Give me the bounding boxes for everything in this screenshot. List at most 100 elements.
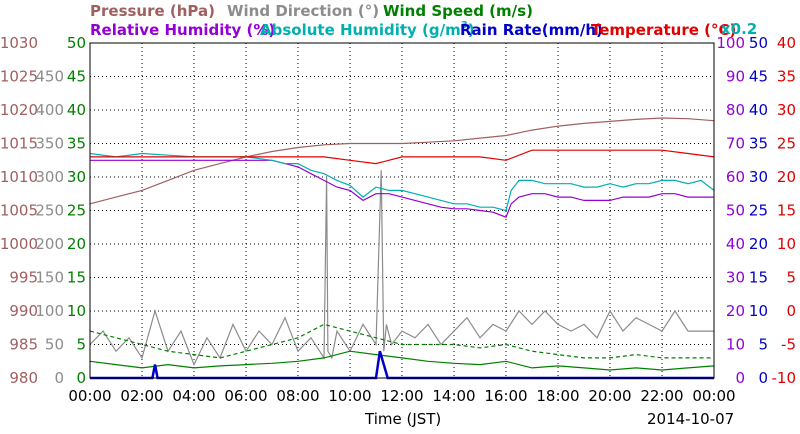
relative-humidity-tick-label: 90 <box>726 68 745 86</box>
relative-humidity-tick-label: 80 <box>726 101 745 119</box>
relative-humidity-tick-label: 50 <box>726 202 745 220</box>
wind-direction-tick-label: 300 <box>35 168 64 186</box>
wind-direction-tick-label: 400 <box>35 101 64 119</box>
wind-direction-tick-label: 250 <box>35 202 64 220</box>
relative-humidity-tick-label: 40 <box>726 235 745 253</box>
rain-rate-tick-label: 0 <box>758 369 768 387</box>
x-tick-labels: 00:00 02:00 04:00 06:00 08:00 10:00 12:00 14:00… <box>68 387 735 405</box>
rain-rate-tick-label: 10 <box>749 302 768 320</box>
legend-absolute-humidity-label: Absolute Humidity (g/m <box>260 21 461 39</box>
temperature-tick-label: -5 <box>781 336 796 354</box>
legend-absolute-humidity-tail: ) <box>468 21 475 39</box>
legend-absolute-humidity-sup: 3 <box>461 20 468 31</box>
legend-absolute-humidity: Absolute Humidity (g/m3) <box>260 20 475 39</box>
x-tick-label: 10:00 <box>328 387 371 405</box>
wind-speed-tick-label: 25 <box>67 202 86 220</box>
wind-direction-tick-label: 100 <box>35 302 64 320</box>
x-tick-label: 14:00 <box>432 387 475 405</box>
x-tick-label: 00:00 <box>68 387 111 405</box>
chart-date: 2014-10-07 <box>647 410 734 428</box>
temperature-tick-label: 15 <box>777 202 796 220</box>
relative-humidity-tick-label: 30 <box>726 269 745 287</box>
temperature-tick-label: 5 <box>786 269 796 287</box>
pressure-tick-label: 980 <box>9 369 38 387</box>
relative-humidity-tick-label: 20 <box>726 302 745 320</box>
wind-speed-tick-label: 35 <box>67 135 86 153</box>
x-tick-label: 18:00 <box>536 387 579 405</box>
rain-rate-tick-label: 30 <box>749 168 768 186</box>
legend-wind-speed: Wind Speed (m/s) <box>383 2 533 20</box>
rain-rate-tick-label: 50 <box>749 34 768 52</box>
legend-relative-humidity: Relative Humidity (%) <box>90 21 275 39</box>
wind-speed-tick-label: 10 <box>67 302 86 320</box>
temperature-tick-label: 40 <box>777 34 796 52</box>
rain-rate-tick-label: 45 <box>749 68 768 86</box>
x-tick-label: 06:00 <box>224 387 267 405</box>
wind-direction-tick-label: 150 <box>35 269 64 287</box>
x-tick-label: 16:00 <box>484 387 527 405</box>
relative-humidity-tick-label: 10 <box>726 336 745 354</box>
pressure-tick-label: 1020 <box>0 101 38 119</box>
legend-pressure: Pressure (hPa) <box>90 2 215 20</box>
wind-direction-tick-label: 0 <box>54 369 64 387</box>
wind-speed-tick-label: 0 <box>76 369 86 387</box>
wind-direction-tick-label: 50 <box>45 336 64 354</box>
pressure-tick-label: 1025 <box>0 68 38 86</box>
x-tick-label: 02:00 <box>120 387 163 405</box>
temperature-tick-label: 20 <box>777 168 796 186</box>
wind-speed-tick-label: 40 <box>67 101 86 119</box>
legend-abs-humidity-scale: x0.2 <box>721 20 757 38</box>
wind-speed-tick-label: 5 <box>76 336 86 354</box>
temperature-tick-label: 25 <box>777 135 796 153</box>
pressure-tick-label: 1005 <box>0 202 38 220</box>
wind-speed-tick-label: 50 <box>67 34 86 52</box>
wind-gust-line <box>89 323 714 359</box>
x-axis-label: Time (JST) <box>364 410 441 428</box>
x-tick-label: 04:00 <box>172 387 215 405</box>
x-tick-label: 12:00 <box>380 387 423 405</box>
wind-speed-tick-label: 30 <box>67 168 86 186</box>
pressure-tick-label: 990 <box>9 302 38 320</box>
relative-humidity-tick-label: 0 <box>735 369 745 387</box>
wind-direction-tick-label: 200 <box>35 235 64 253</box>
wind-speed-tick-label: 20 <box>67 235 86 253</box>
wind-direction-line <box>89 170 714 367</box>
rain-rate-tick-label: 20 <box>749 235 768 253</box>
temperature-tick-label: 30 <box>777 101 796 119</box>
temperature-tick-label: -10 <box>772 369 797 387</box>
wind-speed-tick-label: 15 <box>67 269 86 287</box>
x-tick-label: 00:00 <box>692 387 735 405</box>
pressure-line <box>89 117 715 205</box>
rain-rate-tick-label: 35 <box>749 135 768 153</box>
absolute-humidity-line <box>89 152 715 212</box>
legend-rain-rate: Rain Rate(mm/h) <box>460 21 603 39</box>
x-tick-label: 22:00 <box>640 387 683 405</box>
pressure-tick-label: 985 <box>9 336 38 354</box>
rain-rate-tick-label: 40 <box>749 101 768 119</box>
relative-humidity-tick-label: 100 <box>716 34 745 52</box>
pressure-tick-label: 1000 <box>0 235 38 253</box>
wind-direction-tick-label: 450 <box>35 68 64 86</box>
temperature-line <box>90 149 715 165</box>
wind-speed-line <box>89 350 715 371</box>
temperature-tick-label: 35 <box>777 68 796 86</box>
rain-rate-tick-label: 15 <box>749 269 768 287</box>
pressure-tick-label: 995 <box>9 269 38 287</box>
y-tick-labels: 1030102510201015101010051000995990985980… <box>0 34 796 387</box>
temperature-tick-label: 0 <box>786 302 796 320</box>
wind-direction-tick-label: 350 <box>35 135 64 153</box>
wind-speed-tick-label: 45 <box>67 68 86 86</box>
pressure-tick-label: 1030 <box>0 34 38 52</box>
relative-humidity-tick-label: 60 <box>726 168 745 186</box>
temperature-tick-label: 10 <box>777 235 796 253</box>
legend-wind-direction: Wind Direction (°) <box>227 2 379 20</box>
plot-frame <box>89 42 715 379</box>
pressure-tick-label: 1010 <box>0 168 38 186</box>
legend-temperature: Temperature (°C) <box>591 21 736 39</box>
legend: Pressure (hPa) Wind Direction (°) Wind S… <box>90 2 757 39</box>
rain-rate-tick-label: 25 <box>749 202 768 220</box>
rain-rate-tick-label: 5 <box>758 336 768 354</box>
pressure-tick-label: 1015 <box>0 135 38 153</box>
